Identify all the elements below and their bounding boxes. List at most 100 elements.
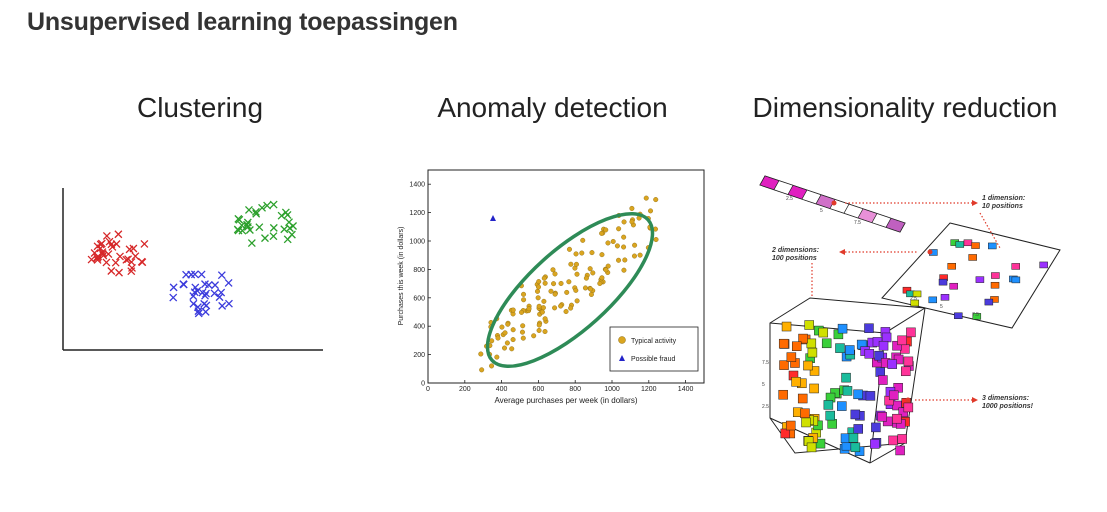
anomaly-chart: 0 200 400 600 800 1000 1200 1400 0 200 400 600 800 10… — [398, 169, 705, 405]
cube-cell — [837, 323, 848, 334]
cube-cell — [870, 439, 880, 449]
green-cluster-point — [280, 225, 289, 234]
blue-cluster-point — [217, 271, 226, 280]
plane-cell — [968, 254, 977, 261]
blue-cluster-point — [197, 270, 206, 279]
typical-point — [587, 266, 593, 272]
cube-cell — [848, 433, 859, 443]
green-cluster-point — [269, 200, 278, 209]
red-cluster-point — [114, 230, 123, 239]
arrow-3d-head — [972, 397, 978, 403]
plane-cell — [963, 239, 973, 247]
plane-cell — [947, 262, 956, 270]
cube-cell — [827, 419, 837, 429]
y-tick-label: 200 — [413, 352, 425, 359]
typical-point — [574, 271, 580, 277]
typical-point — [629, 219, 635, 225]
typical-point — [536, 327, 542, 333]
typical-point — [558, 280, 564, 286]
cube-cell — [791, 377, 801, 387]
red-cluster-point — [131, 252, 140, 261]
dimensionality-panel: 2.5 5 7.5 1 dimension: 10 positions 2.5 … — [750, 168, 1095, 468]
blue-cluster-point — [169, 283, 178, 292]
typical-point — [621, 234, 627, 240]
typical-point — [526, 306, 532, 312]
typical-point — [510, 337, 516, 343]
plane-cell — [910, 299, 920, 307]
fraud-point — [490, 215, 496, 221]
y-tick-label: 1200 — [409, 210, 425, 217]
plane-cell — [912, 290, 922, 298]
cube-cell — [785, 420, 796, 431]
cube-cell — [809, 366, 820, 376]
green-cluster-point — [243, 218, 252, 227]
red-cluster-point — [94, 252, 103, 261]
cube-cell — [786, 352, 797, 362]
y-tick-label: 1400 — [409, 182, 425, 189]
green-cluster-point — [251, 207, 260, 216]
typical-point — [542, 316, 548, 322]
green-cluster-point — [247, 239, 256, 248]
red-cluster-point — [111, 258, 120, 267]
y-tick-label: 1000 — [409, 239, 425, 246]
red-cluster-point — [102, 258, 111, 267]
typical-point — [566, 246, 572, 252]
arrow-3d-dot — [905, 397, 911, 403]
red-cluster-point — [138, 258, 147, 267]
red-cluster-point — [140, 239, 149, 248]
y-tick-label: 800 — [413, 267, 425, 274]
typical-point — [632, 242, 638, 248]
red-cluster-point — [116, 252, 124, 261]
typical-point — [551, 281, 557, 287]
typical-point — [548, 288, 554, 294]
typical-point — [568, 305, 574, 311]
anomaly-legend: Typical activity Possible fraud — [609, 326, 699, 372]
cube-cell — [850, 442, 861, 453]
typical-point — [574, 298, 580, 304]
cube-cell — [878, 375, 888, 385]
typical-point — [622, 257, 628, 263]
cube-cell — [887, 359, 897, 369]
typical-point — [582, 285, 588, 291]
cube-cell — [888, 390, 899, 401]
clustering-panel — [55, 180, 330, 355]
cube-cell — [850, 409, 861, 420]
typical-point — [536, 279, 542, 285]
typical-point — [510, 307, 516, 313]
plane-cell — [975, 276, 985, 283]
cube-cell — [798, 333, 808, 344]
blue-cluster-point — [217, 288, 226, 297]
typical-point — [568, 261, 574, 267]
green-cluster-point — [277, 211, 286, 220]
typical-point — [610, 238, 616, 244]
strip-cell — [885, 217, 906, 233]
x-tick-label: 1400 — [678, 386, 694, 393]
blue-cluster-point — [194, 309, 203, 318]
blue-cluster-point — [182, 270, 191, 279]
typical-point — [520, 335, 526, 341]
typical-point — [509, 346, 515, 352]
red-cluster-point — [128, 263, 136, 272]
typical-point — [519, 309, 525, 315]
legend-typical-label: Typical activity — [631, 338, 677, 345]
cube-cell — [818, 327, 829, 338]
cube-cell — [778, 389, 788, 400]
typical-point — [588, 291, 594, 297]
typical-point — [621, 244, 627, 250]
dimensionality-illustration: 2.5 5 7.5 1 dimension: 10 positions 2.5 … — [759, 175, 1061, 464]
typical-point — [552, 291, 558, 297]
typical-point — [573, 251, 579, 257]
label-1d: 1 dimension: — [982, 195, 1025, 202]
typical-point — [653, 197, 659, 203]
plane-cell — [984, 298, 994, 306]
green-cluster-point — [269, 223, 278, 232]
typical-point — [521, 297, 527, 303]
blue-cluster-point — [193, 303, 202, 312]
typical-point — [502, 345, 508, 351]
cube-cell — [840, 433, 851, 444]
typical-point — [603, 267, 609, 273]
typical-point — [504, 340, 510, 346]
blue-cluster-point — [210, 289, 219, 298]
typical-point — [579, 250, 585, 256]
typical-point — [539, 309, 545, 315]
